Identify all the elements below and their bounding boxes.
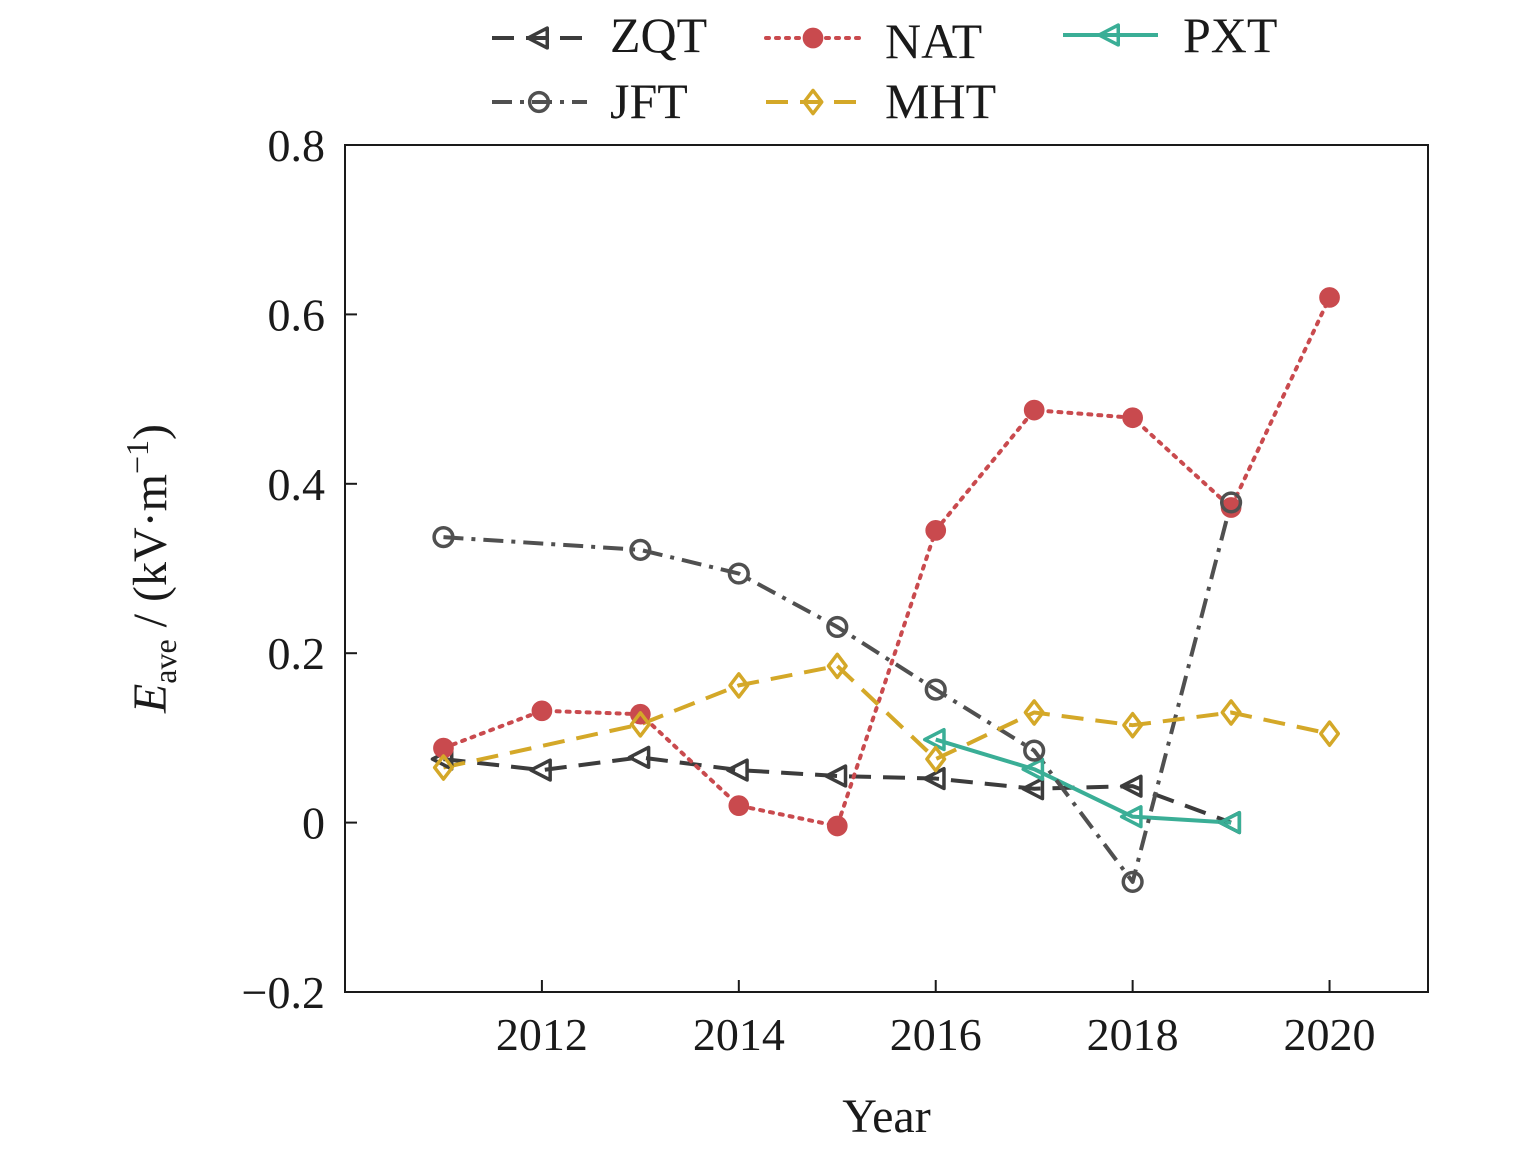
x-tick-label: 2018 — [1087, 1009, 1179, 1060]
legend-item-pxt: PXT — [1063, 7, 1277, 63]
data-point-mht — [826, 652, 848, 680]
data-point-jft — [826, 615, 849, 639]
legend-marker-jft — [527, 90, 551, 114]
y-axis-title: Eave / (kV·m−1) — [119, 424, 183, 714]
data-point-pxt — [1218, 810, 1242, 835]
data-point-pxt — [1021, 757, 1045, 781]
data-point-mht — [1023, 699, 1045, 726]
x-tick-label: 2016 — [890, 1009, 982, 1060]
plot-lines — [441, 295, 1332, 884]
y-tick-label: −0.2 — [242, 967, 325, 1018]
y-axis-title-sub: ave — [147, 639, 183, 683]
data-point-zqt — [1021, 777, 1045, 801]
data-point-zqt — [627, 745, 651, 770]
series-line-nat — [441, 295, 1332, 828]
data-point-nat — [925, 520, 947, 541]
y-tick-label: 0 — [302, 798, 325, 849]
data-point-mht — [1220, 699, 1242, 726]
data-point-jft — [629, 538, 652, 561]
data-point-jft — [1121, 870, 1144, 893]
series-line-zqt — [443, 755, 1232, 825]
data-point-nat — [1319, 287, 1340, 308]
data-point-jft — [432, 526, 455, 549]
legend-item-zqt: ZQT — [492, 7, 707, 63]
legend-label-pxt: PXT — [1183, 7, 1277, 63]
legend-marker-nat — [802, 27, 824, 49]
data-point-nat — [826, 815, 848, 837]
data-point-mht — [925, 745, 947, 773]
data-point-mht — [629, 711, 651, 738]
legend-label-nat: NAT — [885, 13, 982, 69]
data-point-zqt — [726, 758, 749, 782]
series-line-jft — [443, 501, 1234, 884]
x-tick-label: 2012 — [496, 1009, 588, 1060]
data-point-nat — [1122, 407, 1143, 429]
data-point-nat — [531, 700, 553, 722]
y-axis-title-rest: / (kV·m — [124, 474, 177, 639]
data-point-jft — [727, 562, 750, 585]
legend-item-mht: MHT — [766, 73, 996, 129]
x-axis-title: Year — [842, 1090, 930, 1143]
legend-marker-pxt — [1097, 23, 1120, 47]
legend-label-zqt: ZQT — [610, 7, 707, 63]
data-point-jft — [1023, 739, 1046, 762]
x-tick-label: 2014 — [693, 1009, 785, 1060]
ticks: 2012 2014 2016 2018 2020 −0.2 0 0.2 0.4 0.6 0.8 — [242, 120, 1376, 1060]
plot-markers — [430, 287, 1341, 893]
data-point-pxt — [1119, 805, 1143, 829]
data-point-zqt — [824, 764, 848, 788]
y-tick-label: 0.2 — [268, 628, 326, 679]
data-point-nat — [1023, 399, 1045, 421]
data-point-jft — [924, 678, 947, 701]
data-point-zqt — [529, 758, 552, 782]
data-point-mht — [728, 672, 750, 699]
y-axis-title-close: ) — [124, 424, 177, 440]
data-point-pxt — [922, 727, 946, 752]
data-point-mht — [432, 754, 455, 781]
y-axis-title-main: E — [124, 684, 177, 714]
series-line-mht — [443, 663, 1330, 770]
legend-marker-mht — [802, 88, 824, 116]
legend-item-jft: JFT — [492, 73, 688, 129]
plot-frame — [344, 144, 1429, 993]
data-point-zqt — [922, 766, 946, 791]
legend-label-jft: JFT — [610, 73, 688, 129]
series-line-pxt — [935, 737, 1232, 825]
legend-label-mht: MHT — [885, 73, 996, 129]
data-point-mht — [1318, 720, 1341, 747]
legend-item-nat: NAT — [764, 13, 982, 69]
legend: ZQT NAT PXT JFT MHT — [492, 7, 1277, 129]
data-point-jft — [1219, 491, 1243, 514]
y-tick-label: 0.8 — [268, 120, 326, 171]
data-point-nat — [728, 795, 750, 817]
data-point-zqt — [1119, 774, 1143, 798]
data-point-mht — [1122, 711, 1144, 739]
legend-marker-zqt — [526, 26, 549, 50]
y-tick-label: 0.4 — [268, 459, 326, 510]
y-tick-label: 0.6 — [268, 289, 326, 340]
x-tick-label: 2020 — [1284, 1009, 1376, 1060]
y-axis-title-sup: −1 — [119, 440, 155, 474]
